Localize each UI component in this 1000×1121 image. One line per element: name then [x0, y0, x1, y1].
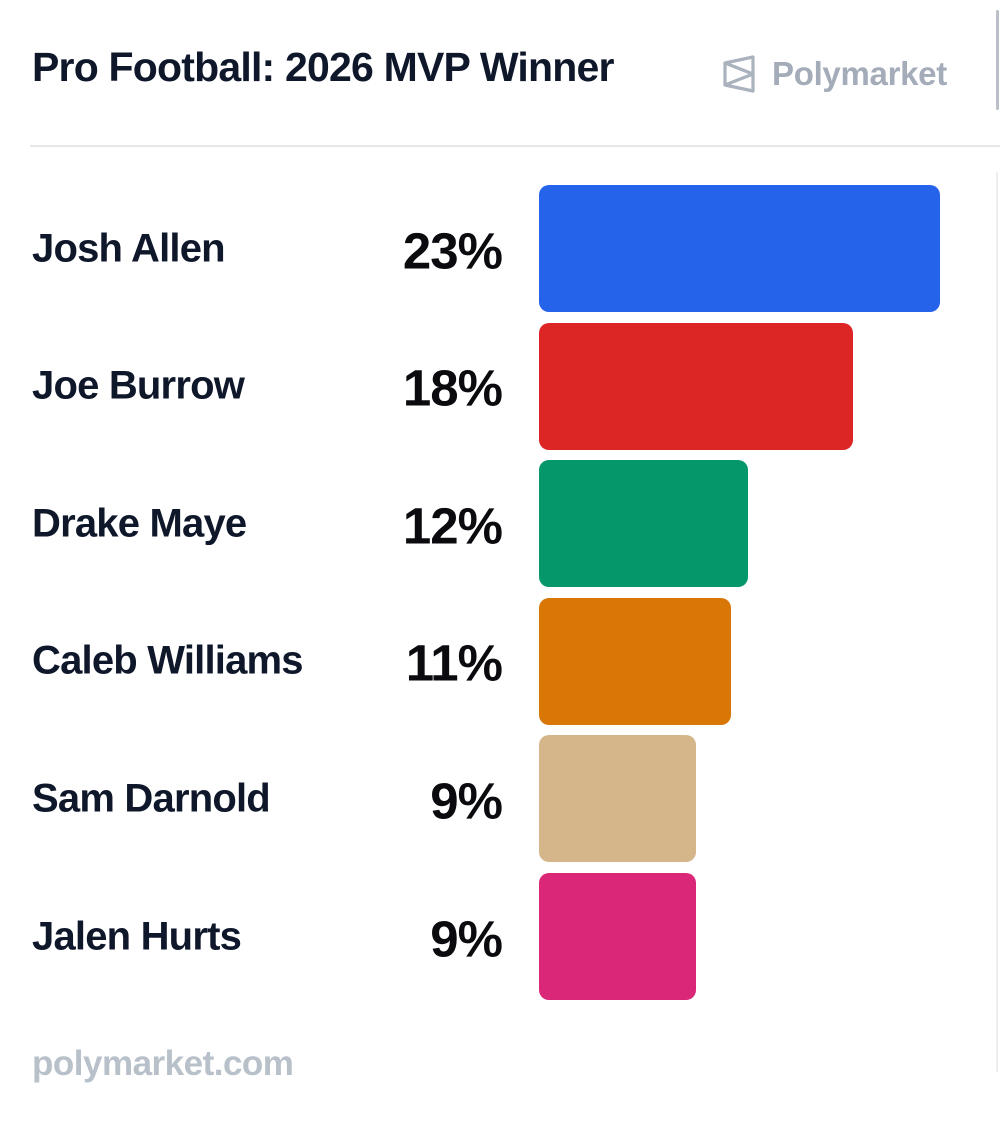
chart-title: Pro Football: 2026 MVP Winner	[32, 44, 614, 90]
bar	[539, 185, 940, 312]
footer-site-link[interactable]: polymarket.com	[32, 1044, 294, 1083]
category-label: Josh Allen	[32, 226, 226, 270]
header: Pro Football: 2026 MVP Winner Polymarket	[0, 0, 1000, 146]
category-label: Joe Burrow	[32, 363, 245, 408]
category-label: Caleb Williams	[32, 638, 304, 683]
bar	[539, 322, 853, 450]
bar	[539, 597, 731, 725]
value-label: 9%	[430, 910, 503, 967]
value-label: 18%	[402, 359, 503, 417]
scroll-edge	[996, 172, 998, 1072]
bar	[539, 873, 696, 1000]
value-label: 12%	[402, 497, 503, 555]
value-label: 23%	[402, 222, 503, 279]
category-label: Sam Darnold	[32, 776, 271, 821]
window-edge	[996, 10, 999, 110]
category-label: Drake Maye	[32, 501, 247, 546]
brand[interactable]: Polymarket	[722, 52, 947, 96]
bar	[539, 735, 696, 863]
bar	[539, 460, 748, 588]
brand-name: Polymarket	[772, 55, 947, 92]
polymarket-logo-icon	[723, 55, 755, 93]
category-label: Jalen Hurts	[32, 914, 242, 958]
value-label: 11%	[405, 634, 503, 692]
header-divider	[30, 145, 1000, 147]
value-label: 9%	[430, 772, 503, 830]
